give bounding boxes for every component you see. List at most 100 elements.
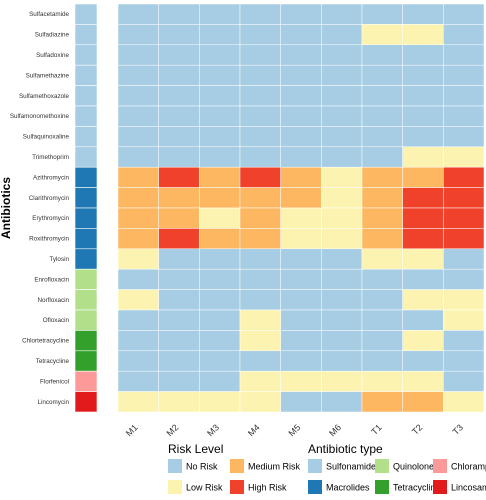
heatmap-cell-roxithromycin-t2 (402, 228, 444, 250)
heatmap-cell-sulfaquinoxaline-m3 (199, 126, 241, 148)
heatmap-cell-sulfacetamide-m6 (321, 3, 363, 25)
type-cell-erythromycin (74, 207, 98, 229)
heatmap-cell-lincomycin-m3 (199, 391, 241, 413)
heatmap-cell-tylosin-t1 (361, 248, 403, 270)
heatmap-cell-sulfacetamide-m5 (280, 3, 322, 25)
y-tick-label-norfloxacin: Norfloxacin (38, 297, 70, 304)
x-tick-label-m5: M5 (286, 422, 302, 438)
type-cell-sulfamethoxazole (74, 85, 98, 107)
heatmap-cell-ofloxacin-m6 (321, 309, 363, 331)
heatmap-cell-azithromycin-t3 (443, 166, 485, 188)
heatmap-cell-ofloxacin-t2 (402, 309, 444, 331)
y-tick-label-sulfamonomethoxine: Sulfamonomethoxine (10, 113, 70, 120)
heatmap-cell-sulfamonomethoxine-m5 (280, 105, 322, 127)
type-legend-title: Antibiotic type (308, 442, 383, 456)
heatmap-cell-sulfadiazine-m5 (280, 24, 322, 46)
y-tick-label-sulfacetamide: Sulfacetamide (29, 11, 69, 18)
legend-swatch-low-risk (168, 480, 182, 494)
heatmap-cell-norfloxacin-t3 (443, 289, 485, 311)
heatmap-cell-sulfamonomethoxine-m1 (117, 105, 159, 127)
heatmap-cell-roxithromycin-m1 (117, 228, 159, 250)
type-cell-lincomycin (74, 391, 98, 413)
x-tick-label-m1: M1 (124, 422, 140, 438)
type-cell-sulfadoxine (74, 44, 98, 66)
heatmap-cell-roxithromycin-t3 (443, 228, 485, 250)
heatmap-cell-clarithromycin-m1 (117, 187, 159, 209)
heatmap-cell-clarithromycin-m3 (199, 187, 241, 209)
heatmap-cell-sulfamethazine-m5 (280, 64, 322, 86)
heatmap-cell-sulfamethazine-m2 (158, 64, 200, 86)
heatmap-cell-florfenicol-t3 (443, 370, 485, 392)
legend-label-medium-risk: Medium Risk (248, 462, 301, 472)
x-tick-label-m2: M2 (164, 422, 180, 438)
heatmap-cell-norfloxacin-m4 (239, 289, 281, 311)
heatmap-cell-sulfamethoxazole-m4 (239, 85, 281, 107)
heatmap-cell-tylosin-t2 (402, 248, 444, 270)
heatmap-cell-sulfadoxine-m5 (280, 44, 322, 66)
y-tick-label-clarithromycin: Clarithromycin (29, 195, 70, 202)
heatmap-cell-sulfamethazine-m1 (117, 64, 159, 86)
heatmap-cell-sulfadoxine-m6 (321, 44, 363, 66)
heatmap-cell-azithromycin-t2 (402, 166, 444, 188)
legend-label-high-risk: High Risk (248, 483, 287, 493)
heatmap-cell-lincomycin-t2 (402, 391, 444, 413)
heatmap-cell-tetracycline-m2 (158, 350, 200, 372)
heatmap-cell-erythromycin-m5 (280, 207, 322, 229)
heatmap-cell-azithromycin-m1 (117, 166, 159, 188)
antibiotic-type-strip (74, 3, 98, 413)
heatmap-cell-florfenicol-t2 (402, 370, 444, 392)
legend-label-no-risk: No Risk (186, 462, 218, 472)
heatmap-cell-clarithromycin-t3 (443, 187, 485, 209)
risk-legend-title: Risk Level (168, 442, 223, 456)
heatmap-cell-sulfacetamide-m1 (117, 3, 159, 25)
heatmap-cell-enrofloxacin-m1 (117, 268, 159, 290)
heatmap-cell-chlortetracycline-m1 (117, 330, 159, 352)
type-cell-sulfadiazine (74, 24, 98, 46)
heatmap-cell-florfenicol-m1 (117, 370, 159, 392)
y-tick-label-sulfamethoxazole: Sulfamethoxazole (19, 93, 70, 100)
type-cell-florfenicol (74, 370, 98, 392)
heatmap-cell-sulfadoxine-t1 (361, 44, 403, 66)
heatmap-cell-sulfadoxine-m4 (239, 44, 281, 66)
heatmap-cell-tetracycline-m4 (239, 350, 281, 372)
heatmap-cell-sulfadoxine-m2 (158, 44, 200, 66)
heatmap-cell-sulfadoxine-t2 (402, 44, 444, 66)
x-tick-label-m4: M4 (246, 422, 262, 438)
heatmap-cell-sulfamethoxazole-t2 (402, 85, 444, 107)
heatmap-cell-florfenicol-m3 (199, 370, 241, 392)
heatmap-cell-tetracycline-t2 (402, 350, 444, 372)
heatmap-cell-norfloxacin-m3 (199, 289, 241, 311)
heatmap-cell-chlortetracycline-t3 (443, 330, 485, 352)
x-tick-label-m6: M6 (327, 422, 343, 438)
heatmap-cell-chlortetracycline-m5 (280, 330, 322, 352)
heatmap-cell-norfloxacin-m1 (117, 289, 159, 311)
heatmap-cell-erythromycin-m4 (239, 207, 281, 229)
heatmap-cell-ofloxacin-m1 (117, 309, 159, 331)
x-tick-label-t1: T1 (369, 422, 384, 437)
heatmap-cell-norfloxacin-m6 (321, 289, 363, 311)
heatmap-cell-erythromycin-t1 (361, 207, 403, 229)
heatmap-cell-azithromycin-m2 (158, 166, 200, 188)
heatmap-cell-enrofloxacin-m6 (321, 268, 363, 290)
heatmap-cell-sulfadiazine-m1 (117, 24, 159, 46)
heatmap-cell-azithromycin-t1 (361, 166, 403, 188)
heatmap-cell-roxithromycin-m3 (199, 228, 241, 250)
heatmap-cell-sulfamethazine-t2 (402, 64, 444, 86)
heatmap-cell-sulfamonomethoxine-t2 (402, 105, 444, 127)
heatmap-cell-trimethoprim-m2 (158, 146, 200, 168)
heatmap-cell-sulfamethoxazole-m3 (199, 85, 241, 107)
heatmap-cell-lincomycin-m4 (239, 391, 281, 413)
heatmap-cell-chlortetracycline-t2 (402, 330, 444, 352)
x-tick-label-m3: M3 (205, 422, 221, 438)
heatmap-cell-sulfaquinoxaline-m5 (280, 126, 322, 148)
y-tick-label-lincomycin: Lincomycin (38, 399, 70, 406)
y-tick-labels: Sulfacetamide Sulfadiazine Sulfadoxine Sulf… (10, 11, 70, 406)
heatmap-cell-sulfacetamide-m3 (199, 3, 241, 25)
heatmap-cell-norfloxacin-m5 (280, 289, 322, 311)
y-tick-label-florfenicol: Florfenicol (40, 378, 69, 385)
heatmap-cell-florfenicol-m2 (158, 370, 200, 392)
heatmap-cell-erythromycin-m2 (158, 207, 200, 229)
heatmap-cell-tylosin-m3 (199, 248, 241, 270)
y-tick-label-sulfaquinoxaline: Sulfaquinoxaline (23, 134, 70, 141)
